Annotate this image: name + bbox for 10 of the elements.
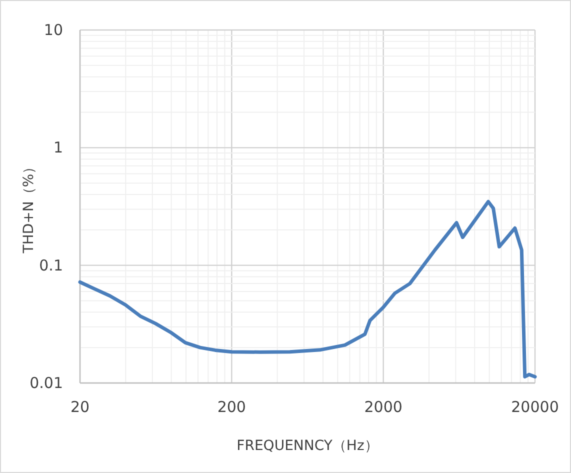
- x-tick-label: 20000: [511, 398, 559, 416]
- y-axis-title: THD+N（%）: [21, 160, 37, 254]
- y-tick-label: 0.1: [39, 256, 63, 274]
- x-tick-label: 200: [217, 398, 246, 416]
- y-tick-label: 10: [44, 21, 63, 39]
- y-tick-label: 0.01: [30, 374, 63, 392]
- x-tick-label: 2000: [364, 398, 402, 416]
- x-tick-label: 20: [70, 398, 90, 416]
- y-tick-label: 1: [53, 138, 63, 157]
- x-axis-title: FREQUENNCY（Hz）: [236, 438, 378, 454]
